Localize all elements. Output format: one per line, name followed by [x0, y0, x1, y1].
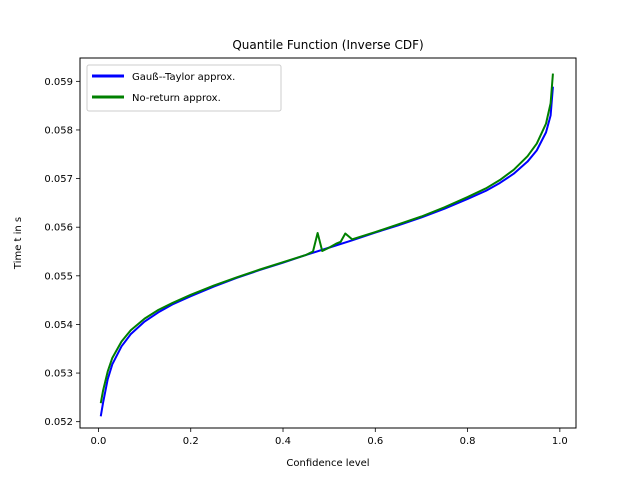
legend: Gauß--Taylor approx. No-return approx. — [86, 64, 282, 112]
y-tick-label: 0.053 — [44, 369, 73, 380]
x-axis: 0.0 0.2 0.4 0.6 0.8 1.0 — [91, 428, 568, 447]
y-tick-label: 0.058 — [44, 125, 73, 136]
legend-box — [86, 64, 282, 112]
series-line-1 — [99, 86, 554, 417]
legend-label: Gauß--Taylor approx. — [132, 72, 235, 83]
legend-label: No-return approx. — [132, 93, 221, 104]
y-tick-label: 0.056 — [44, 223, 73, 234]
y-axis-label: Time t in s — [13, 217, 24, 270]
y-tick-label: 0.054 — [44, 320, 73, 331]
axes-frame — [79, 57, 577, 429]
y-tick-label: 0.057 — [44, 174, 73, 185]
y-axis: 0.052 0.053 0.054 0.055 0.056 0.057 0.058 0.059 — [44, 77, 80, 428]
y-tick-label: 0.055 — [44, 271, 73, 282]
x-tick-label: 0.6 — [367, 436, 383, 447]
x-tick-label: 0.4 — [275, 436, 291, 447]
series-line-2 — [99, 73, 554, 404]
x-tick-label: 1.0 — [552, 436, 568, 447]
chart-title: Quantile Function (Inverse CDF) — [232, 38, 423, 52]
x-tick-label: 0.8 — [460, 436, 476, 447]
series-layer — [99, 73, 554, 417]
x-axis-label: Confidence level — [286, 458, 369, 469]
x-tick-label: 0.0 — [91, 436, 107, 447]
y-tick-label: 0.052 — [44, 417, 73, 428]
x-tick-label: 0.2 — [183, 436, 199, 447]
y-tick-label: 0.059 — [44, 77, 73, 88]
